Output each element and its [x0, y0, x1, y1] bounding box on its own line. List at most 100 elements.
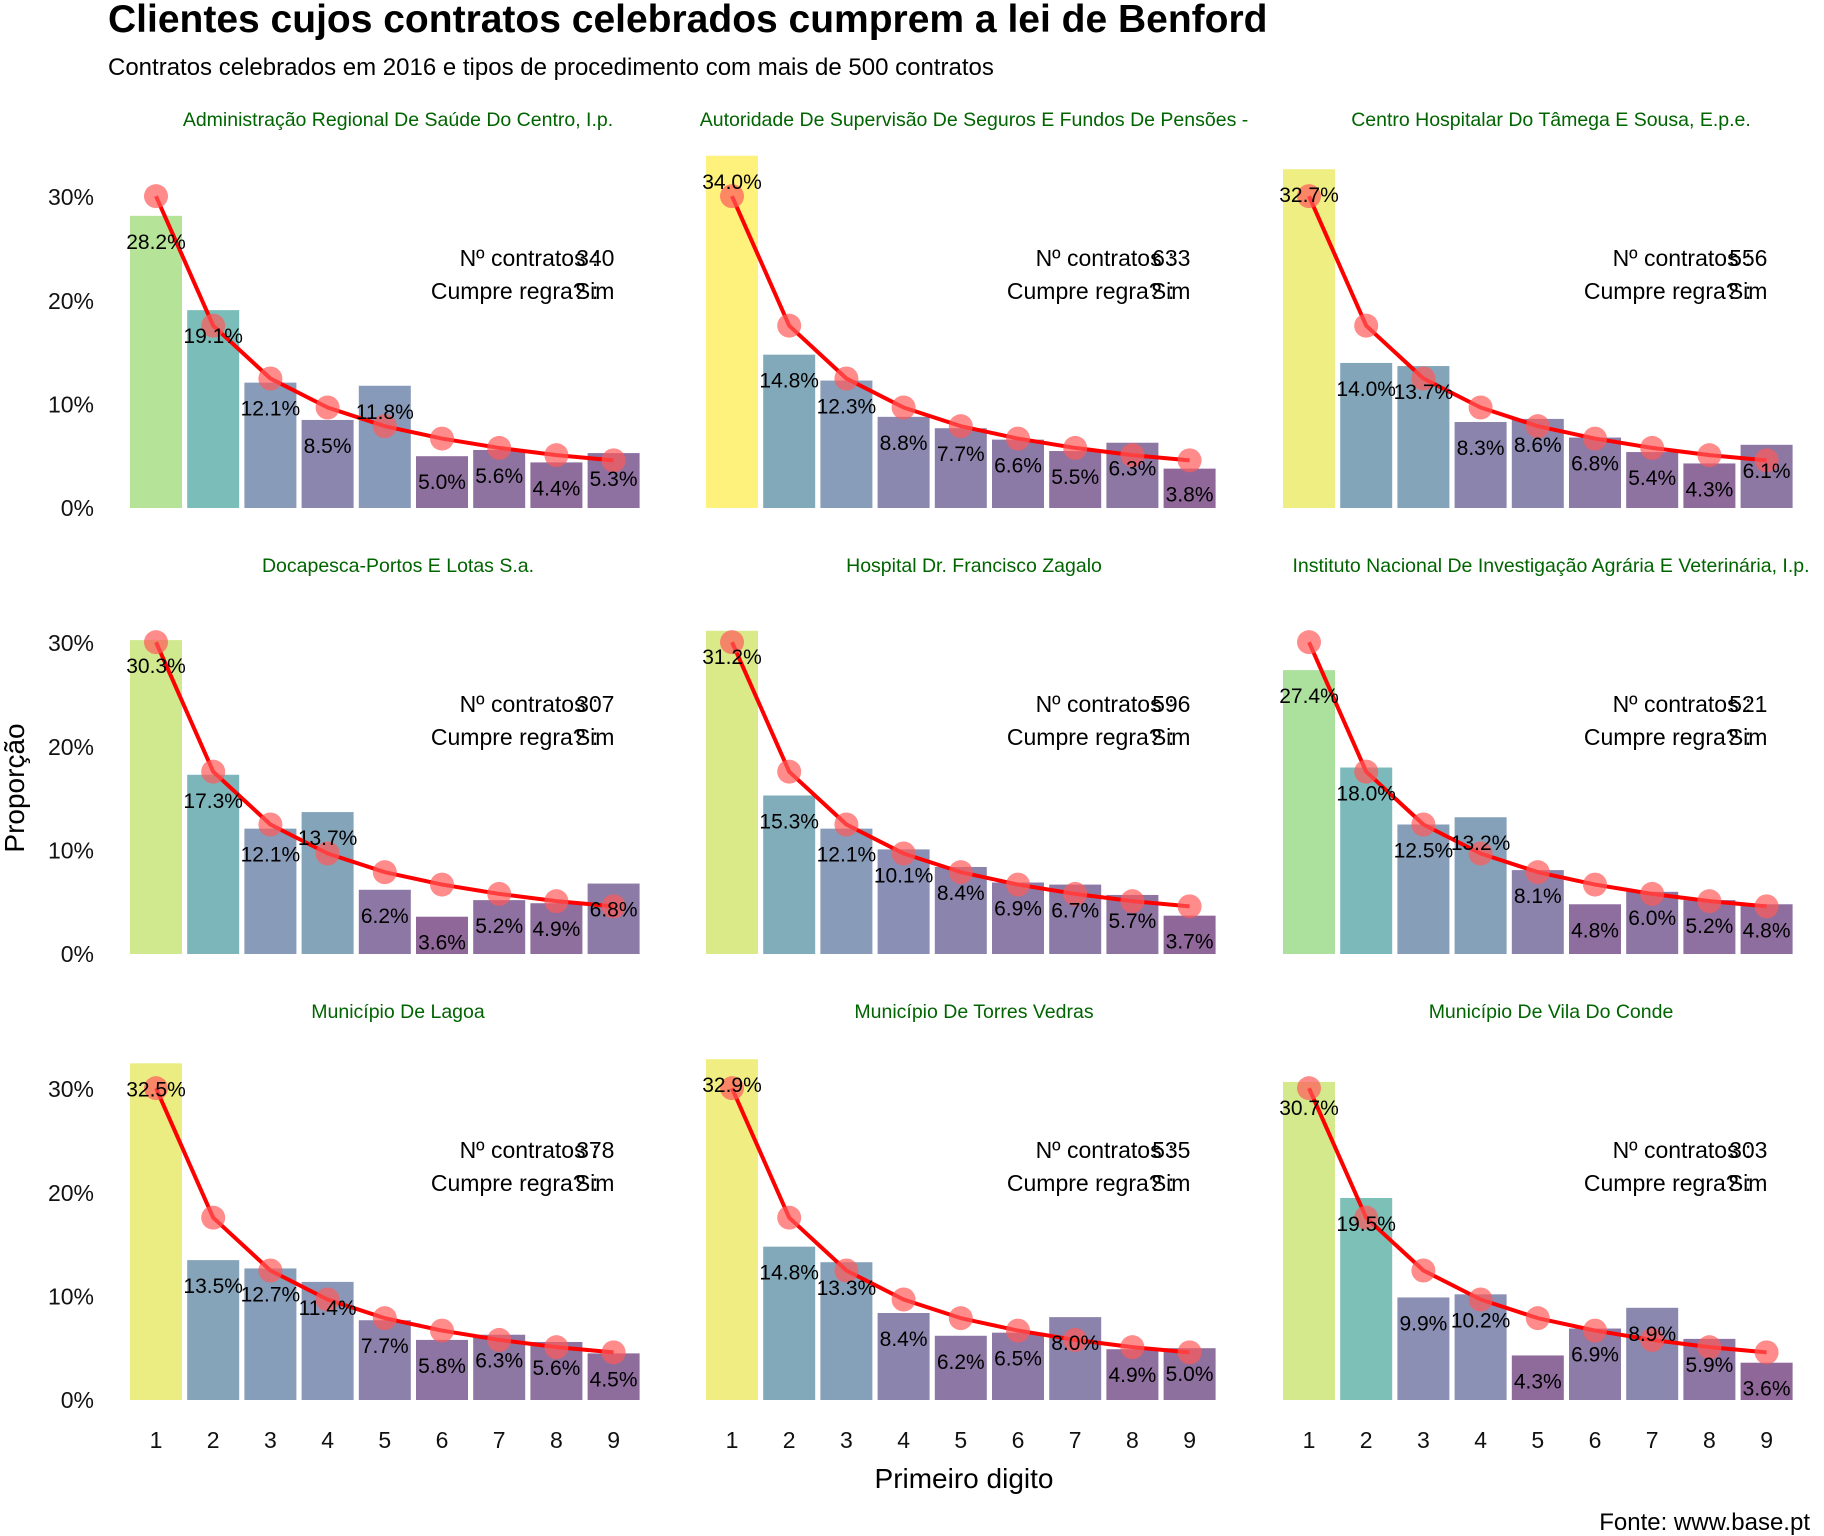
bar [244, 1268, 297, 1400]
bar-label: 7.7% [937, 443, 985, 466]
bar-label: 8.3% [1457, 437, 1505, 460]
x-tick-label: 6 [1589, 1427, 1602, 1453]
y-tick-label: 30% [48, 184, 94, 210]
x-tick-label: 3 [1417, 1427, 1430, 1453]
bar-label: 4.4% [532, 477, 580, 500]
benford-point [1063, 435, 1088, 460]
bar-label: 5.0% [1166, 1363, 1214, 1386]
bar [820, 828, 873, 954]
bar [1163, 915, 1216, 954]
complies-label: Cumpre regra? : [431, 1170, 598, 1196]
benford-point [948, 414, 973, 439]
benford-point [1583, 1318, 1607, 1343]
bar [130, 1063, 182, 1400]
bar-label: 14.8% [759, 1262, 819, 1285]
bar-label: 6.8% [590, 899, 638, 922]
benford-point [1354, 313, 1379, 338]
complies-label: Cumpre regra? : [431, 724, 598, 750]
bar-label: 5.8% [418, 1355, 466, 1378]
benford-point [720, 630, 744, 655]
complies-label: Cumpre regra? : [1584, 278, 1751, 304]
complies-label: Cumpre regra? : [1584, 1170, 1751, 1196]
benford-point [1697, 889, 1722, 914]
bar-label: 13.5% [183, 1275, 243, 1298]
bar [1397, 824, 1450, 954]
bar-label: 3.6% [418, 932, 466, 955]
bar-label: 6.1% [1743, 460, 1791, 483]
facet-title: Município De Torres Vedras [854, 1001, 1093, 1023]
benford-point [1006, 872, 1030, 897]
contracts-value: 340 [576, 245, 614, 271]
benford-point [487, 881, 512, 906]
bar [763, 1246, 816, 1400]
contracts-label: Nº contratos : [1036, 1137, 1175, 1163]
bar-label: 4.3% [1514, 1370, 1562, 1393]
bar-label: 11.8% [356, 401, 414, 424]
facet-title: Município De Vila Do Conde [1429, 1001, 1674, 1023]
bar [1740, 1362, 1793, 1400]
contracts-value: 556 [1729, 245, 1767, 271]
facet-title: Centro Hospitalar Do Tâmega E Sousa, E.p… [1351, 109, 1751, 131]
complies-value: Sim [1728, 724, 1768, 750]
x-tick-label: 8 [1126, 1427, 1139, 1453]
bar [358, 385, 411, 508]
bar [358, 1320, 411, 1400]
facet-title: Instituto Nacional De Investigação Agrár… [1292, 555, 1809, 577]
y-tick-label: 20% [48, 1180, 94, 1206]
facet-title: Hospital Dr. Francisco Zagalo [846, 555, 1102, 577]
caption: Fonte: www.base.pt [1599, 1509, 1810, 1536]
bar [1340, 362, 1393, 508]
facet-panel: Município De Vila Do Conde 30.7% 19.5% 9.9%… [1279, 1001, 1793, 1401]
contracts-value: 378 [576, 1137, 614, 1163]
bar-label: 8.5% [304, 435, 352, 458]
bar-label: 6.3% [1108, 458, 1156, 481]
chart-subtitle: Contratos celebrados em 2016 e tipos de … [108, 54, 994, 81]
benford-point [1177, 448, 1202, 473]
facet-title: Autoridade De Supervisão De Seguros E Fu… [700, 109, 1248, 131]
bar-label: 6.0% [1628, 907, 1676, 930]
bar-label: 4.9% [532, 918, 580, 941]
bar-label: 34.0% [702, 171, 762, 194]
bar-label: 30.7% [1279, 1097, 1339, 1120]
bar-label: 19.1% [183, 325, 243, 348]
benford-point [372, 860, 397, 885]
contracts-value: 535 [1152, 1137, 1190, 1163]
benford-point [777, 313, 802, 338]
y-tick-label: 10% [48, 837, 94, 863]
bar-label: 12.5% [1394, 840, 1454, 863]
contracts-label: Nº contratos : [1613, 691, 1752, 717]
x-tick-label: 9 [607, 1427, 620, 1453]
complies-value: Sim [1728, 1170, 1768, 1196]
bar-label: 13.3% [817, 1277, 877, 1300]
bar [530, 462, 583, 508]
bar [706, 155, 758, 508]
complies-value: Sim [575, 1170, 615, 1196]
bar-label: 6.5% [994, 1348, 1042, 1371]
benford-point [1754, 448, 1779, 473]
complies-value: Sim [1151, 724, 1191, 750]
benford-point [1411, 1258, 1436, 1283]
bar [992, 1332, 1044, 1400]
x-tick-label: 7 [493, 1427, 506, 1453]
bar-label: 6.8% [1571, 453, 1619, 476]
bar [1340, 767, 1393, 954]
bar-label: 27.4% [1279, 685, 1339, 708]
complies-label: Cumpre regra? : [1584, 724, 1751, 750]
bar [1163, 468, 1216, 508]
benford-point [1006, 1318, 1030, 1343]
bar [992, 439, 1044, 508]
x-tick-label: 5 [1531, 1427, 1544, 1453]
x-tick-label: 2 [207, 1427, 220, 1453]
bar [416, 916, 468, 954]
bar [1397, 1297, 1450, 1400]
bar-label: 30.3% [126, 655, 186, 678]
benford-point [1754, 894, 1779, 919]
bar [130, 640, 182, 954]
bar [1626, 1307, 1679, 1400]
bar-label: 31.2% [702, 646, 762, 669]
facet-title: Docapesca-Portos E Lotas S.a. [262, 555, 534, 577]
complies-value: Sim [575, 278, 615, 304]
bar-label: 4.3% [1685, 478, 1733, 501]
benford-point [1120, 443, 1145, 468]
